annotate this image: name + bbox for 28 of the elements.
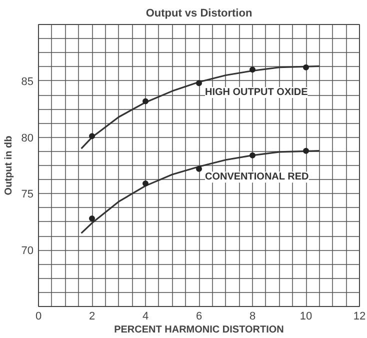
- x-tick-label: 12: [353, 310, 366, 322]
- y-tick-label: 75: [21, 188, 34, 201]
- point: [303, 64, 309, 70]
- x-tick-label: 10: [300, 310, 312, 322]
- chart-title: Output vs Distortion: [146, 8, 252, 20]
- point: [196, 166, 202, 172]
- point: [89, 133, 95, 140]
- point: [250, 152, 256, 158]
- x-tick-label: 8: [249, 310, 256, 322]
- point: [303, 148, 309, 154]
- x-tick-label: 0: [35, 310, 42, 322]
- point: [196, 80, 202, 86]
- x-tick-label: 2: [88, 310, 96, 322]
- y-tick-label: 70: [21, 245, 34, 258]
- point: [250, 66, 256, 73]
- point: [142, 180, 148, 187]
- y-tick-label: 80: [21, 132, 34, 144]
- x-tick-label: 6: [196, 310, 202, 322]
- point: [89, 216, 95, 222]
- x-tick-label: 4: [142, 310, 149, 322]
- y-tick-label: 85: [21, 76, 34, 88]
- series-label: HIGH OUTPUT OXIDE: [205, 87, 308, 98]
- y-axis-title: Output in db: [3, 136, 14, 196]
- x-axis-title: PERCENT HARMONIC DISTORTION: [114, 324, 284, 336]
- series-label: CONVENTIONAL RED: [205, 172, 309, 183]
- line-series: [80, 65, 320, 150]
- point: [142, 98, 148, 104]
- line-series: [80, 150, 320, 234]
